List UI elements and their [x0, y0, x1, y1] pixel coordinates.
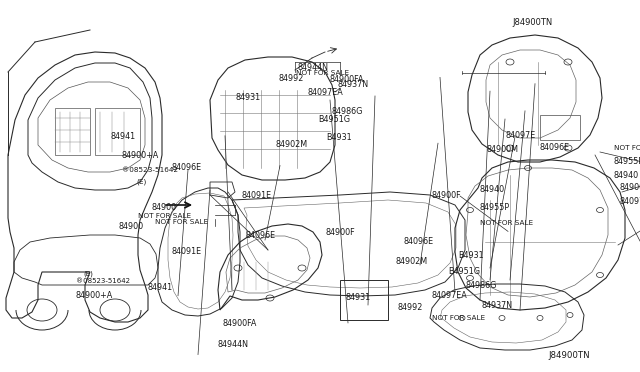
Text: B4931: B4931 — [326, 133, 352, 142]
Text: 84091E: 84091E — [172, 247, 202, 256]
Text: J84900TN: J84900TN — [548, 350, 589, 359]
Text: 84900F: 84900F — [432, 190, 461, 199]
Text: 84937N: 84937N — [338, 80, 369, 89]
Text: 84955P: 84955P — [480, 203, 510, 212]
Text: 84096E: 84096E — [245, 231, 275, 240]
Text: 84096E: 84096E — [540, 144, 570, 153]
Text: 84931: 84931 — [236, 93, 260, 102]
Text: 84944N: 84944N — [218, 340, 248, 349]
Text: 84900: 84900 — [152, 203, 177, 212]
Text: 84900: 84900 — [118, 222, 143, 231]
Text: 84986G: 84986G — [332, 107, 363, 116]
Text: 84937N: 84937N — [482, 301, 513, 310]
Text: 84096E: 84096E — [172, 163, 202, 172]
Text: 84941: 84941 — [148, 283, 173, 292]
Text: 84900+A: 84900+A — [122, 151, 159, 160]
Text: 84992: 84992 — [398, 304, 424, 312]
Text: 84097E: 84097E — [620, 198, 640, 206]
Text: 84091E: 84091E — [242, 190, 272, 199]
Text: J84900TN: J84900TN — [512, 18, 552, 27]
Text: 84931: 84931 — [345, 294, 370, 302]
Text: ®08523-51642: ®08523-51642 — [76, 278, 129, 284]
Text: 84097EA: 84097EA — [432, 291, 468, 299]
Text: 84941: 84941 — [111, 132, 136, 141]
Text: 84900FA: 84900FA — [330, 76, 364, 84]
Text: 84900+A: 84900+A — [76, 291, 113, 300]
Text: 84900M: 84900M — [620, 183, 640, 192]
Text: 84900FA: 84900FA — [223, 319, 257, 328]
Text: 84902M: 84902M — [275, 140, 307, 149]
Text: 84944N: 84944N — [298, 64, 329, 73]
Text: 84097EA: 84097EA — [307, 88, 343, 97]
Text: 84986G: 84986G — [465, 280, 497, 289]
Text: 84096E: 84096E — [403, 237, 433, 246]
Text: B4931: B4931 — [458, 250, 484, 260]
Text: 84940: 84940 — [480, 185, 505, 194]
Text: 84900M: 84900M — [486, 145, 518, 154]
Text: B4951G: B4951G — [319, 115, 351, 124]
Text: 84940: 84940 — [614, 170, 639, 180]
Text: 84900F: 84900F — [325, 228, 355, 237]
Text: NOT FOR SALE: NOT FOR SALE — [155, 219, 208, 225]
Text: (E): (E) — [83, 270, 93, 277]
Text: NOT FOR SALE: NOT FOR SALE — [138, 213, 191, 219]
Text: NOT FOR SALE: NOT FOR SALE — [432, 315, 485, 321]
Text: 84992: 84992 — [278, 74, 304, 83]
Text: ®08523-51642: ®08523-51642 — [122, 167, 178, 173]
Text: 84902M: 84902M — [395, 257, 427, 266]
Text: NOT FOR SALE: NOT FOR SALE — [480, 220, 533, 226]
Text: NOT FOR SALE: NOT FOR SALE — [296, 70, 349, 76]
Text: B4951G: B4951G — [448, 267, 480, 276]
Text: 84955P: 84955P — [614, 157, 640, 167]
Text: (E): (E) — [136, 179, 147, 185]
Text: 84097E: 84097E — [506, 131, 536, 140]
Text: NOT FOR SALE: NOT FOR SALE — [614, 145, 640, 151]
